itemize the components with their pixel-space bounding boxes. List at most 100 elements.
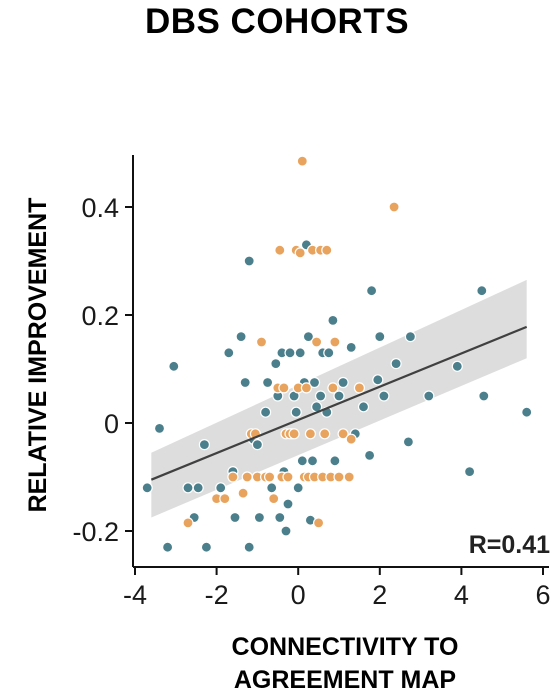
orange-point-20 (288, 428, 300, 440)
orange-point-31 (311, 336, 323, 348)
orange-point-5 (241, 471, 253, 483)
teal-point-3 (168, 360, 180, 372)
teal-point-50 (333, 390, 345, 402)
orange-point-23 (294, 247, 306, 259)
teal-point-54 (357, 401, 370, 413)
y-tick-label-0: -0.2 (72, 517, 119, 547)
teal-point-36 (296, 455, 308, 467)
x-tick-label-4: 4 (454, 580, 469, 610)
orange-point-26 (300, 382, 312, 394)
orange-point-39 (329, 336, 341, 348)
teal-point-35 (294, 347, 306, 359)
orange-point-0 (182, 517, 194, 529)
teal-point-58 (374, 331, 386, 343)
x-tick-label-1: -2 (205, 580, 229, 610)
teal-point-21 (262, 376, 274, 389)
teal-point-28 (280, 525, 292, 537)
teal-point-19 (253, 511, 265, 524)
teal-point-16 (243, 255, 255, 267)
teal-point-25 (274, 511, 286, 524)
teal-point-10 (223, 347, 235, 359)
orange-point-32 (313, 517, 325, 529)
orange-point-3 (227, 471, 239, 483)
orange-point-36 (321, 244, 333, 256)
orange-point-38 (327, 382, 339, 394)
teal-point-60 (390, 358, 402, 370)
y-tick-label-2: 0.2 (81, 301, 119, 331)
teal-point-68 (521, 406, 533, 418)
teal-point-56 (366, 285, 378, 297)
teal-point-12 (229, 511, 241, 524)
teal-point-63 (423, 390, 435, 402)
teal-point-65 (464, 466, 476, 478)
orange-point-40 (333, 471, 345, 483)
x-axis-label-line-2: AGREEMENT MAP (234, 666, 456, 694)
orange-point-9 (255, 336, 268, 348)
teal-point-48 (327, 314, 339, 326)
orange-point-45 (388, 201, 400, 213)
correlation-annotation: R=0.41 (469, 531, 550, 559)
teal-point-29 (282, 498, 294, 510)
teal-point-52 (345, 341, 357, 353)
teal-point-62 (404, 331, 416, 343)
teal-point-20 (260, 406, 272, 418)
teal-point-51 (337, 376, 349, 389)
orange-point-44 (353, 382, 365, 394)
x-tick-label-3: 2 (372, 580, 387, 610)
orange-point-35 (319, 428, 331, 440)
orange-point-28 (304, 428, 316, 440)
teal-point-6 (192, 482, 204, 494)
teal-point-47 (323, 347, 335, 359)
teal-point-67 (478, 390, 490, 402)
teal-point-13 (235, 331, 247, 343)
teal-point-7 (198, 439, 210, 451)
teal-point-1 (153, 422, 166, 434)
teal-point-33 (290, 406, 302, 418)
orange-point-24 (296, 155, 308, 167)
x-tick-label-0: -4 (123, 580, 147, 610)
teal-point-22 (266, 482, 278, 494)
teal-point-49 (329, 455, 341, 467)
x-tick-label-2: 0 (291, 580, 306, 610)
teal-point-66 (476, 285, 488, 297)
orange-point-12 (268, 493, 280, 505)
orange-point-4 (237, 487, 249, 499)
orange-point-14 (274, 244, 286, 256)
x-axis-label-line-1: CONNECTIVITY TO (232, 633, 459, 661)
teal-point-34 (292, 482, 304, 494)
teal-point-2 (162, 541, 174, 553)
teal-point-41 (306, 455, 319, 467)
teal-point-8 (200, 541, 212, 553)
teal-point-4 (182, 482, 194, 494)
tick-labels: -4 -2 0 2 4 6 -0.2 0 0.2 0.4 (72, 193, 550, 610)
teal-point-9 (215, 482, 227, 494)
teal-point-42 (308, 376, 321, 389)
orange-point-16 (278, 382, 290, 394)
teal-point-30 (284, 347, 296, 359)
orange-point-18 (282, 471, 294, 483)
x-tick-label-5: 6 (535, 580, 550, 610)
orange-point-41 (337, 428, 349, 440)
fit-line (150, 325, 528, 481)
y-axis-label: RELATIVE IMPROVEMENT (24, 198, 52, 513)
y-tick-label-3: 0.4 (81, 193, 119, 223)
teal-point-44 (315, 390, 327, 402)
teal-point-15 (243, 541, 255, 553)
y-tick-label-1: 0 (104, 409, 119, 439)
teal-point-23 (270, 358, 282, 370)
teal-point-61 (402, 436, 414, 448)
data-points (141, 155, 533, 553)
teal-point-55 (364, 449, 376, 461)
orange-point-43 (345, 433, 357, 445)
teal-point-18 (251, 439, 263, 451)
chart-title: DBS COHORTS (144, 2, 410, 41)
axes (125, 155, 549, 575)
teal-point-57 (372, 374, 384, 386)
teal-point-64 (451, 360, 463, 372)
orange-point-11 (264, 471, 276, 483)
teal-point-0 (141, 482, 153, 494)
teal-point-14 (239, 376, 251, 389)
teal-point-59 (378, 390, 390, 402)
orange-point-2 (219, 493, 231, 505)
